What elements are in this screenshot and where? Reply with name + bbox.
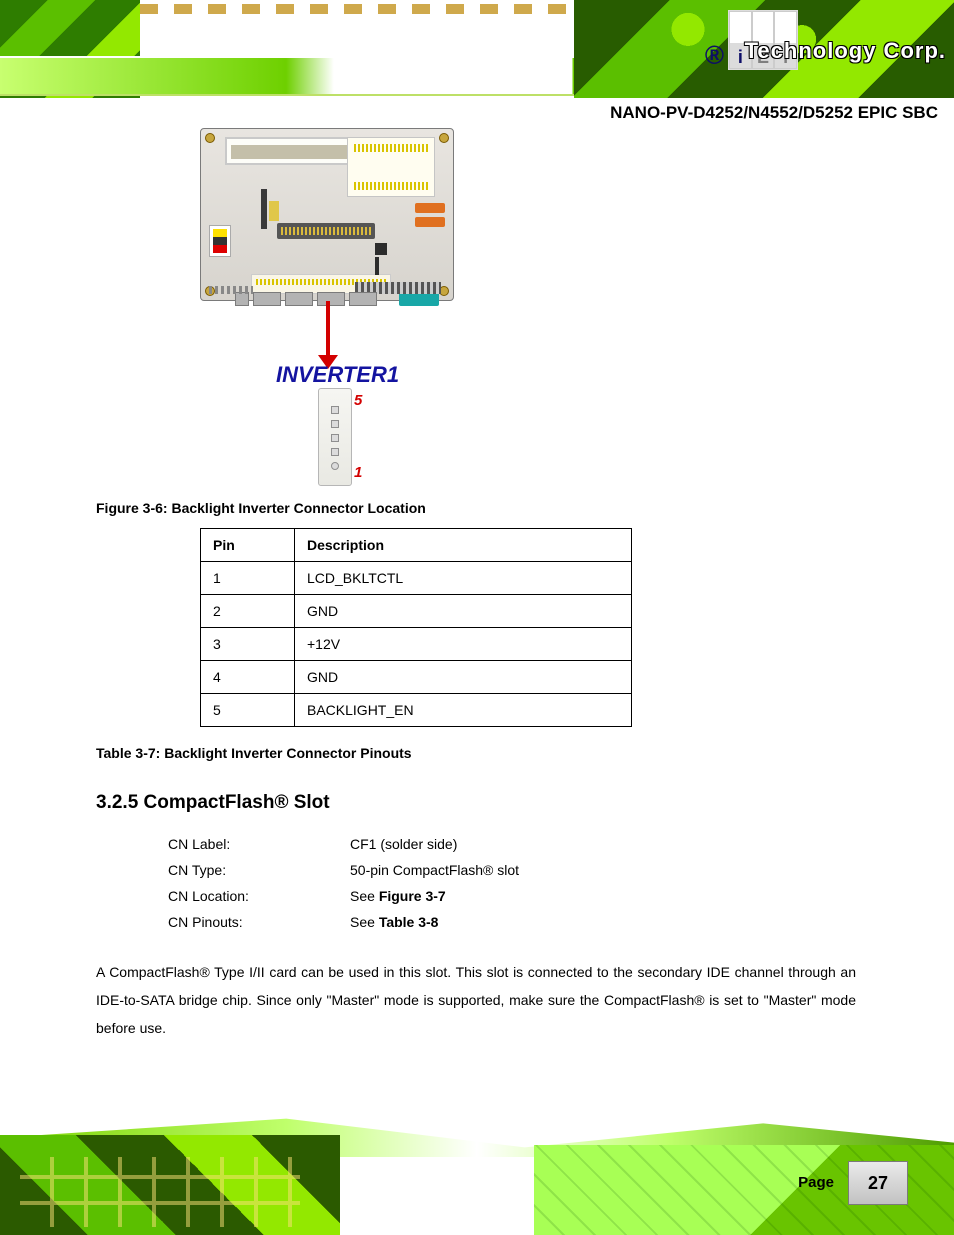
cell-desc: LCD_BKLTCTL	[295, 562, 632, 595]
table-row: 2 GND	[201, 595, 632, 628]
table-row: 4 GND	[201, 661, 632, 694]
body-paragraph: A CompactFlash® Type I/II card can be us…	[96, 958, 856, 1042]
col-header-desc: Description	[295, 529, 632, 562]
cn-pinouts-table-link[interactable]: Table 3-8	[379, 914, 439, 930]
page-label: Page	[798, 1174, 834, 1191]
pin-icon	[331, 434, 339, 442]
cn-location-figure-link[interactable]: Figure 3-7	[379, 888, 446, 904]
board-body	[200, 128, 454, 301]
cell-desc: BACKLIGHT_EN	[295, 694, 632, 727]
table-caption: Table 3-7: Backlight Inverter Connector …	[96, 745, 412, 761]
chip-icon	[261, 189, 267, 229]
pinout-table: Pin Description 1 LCD_BKLTCTL 2 GND 3 +1…	[200, 528, 632, 727]
cell-pin: 5	[201, 694, 295, 727]
pin-icon	[331, 406, 339, 414]
cell-desc: GND	[295, 595, 632, 628]
connector-pinout-icon	[318, 388, 352, 486]
cn-location-label: CN Location:	[168, 888, 249, 904]
chip-icon	[269, 201, 279, 221]
pin-icon	[331, 462, 339, 470]
cell-desc: GND	[295, 661, 632, 694]
jumper-icon	[375, 257, 379, 275]
col-header-pin: Pin	[201, 529, 295, 562]
table-row: 1 LCD_BKLTCTL	[201, 562, 632, 595]
page-number: 27	[848, 1161, 908, 1205]
sata-port-icon	[415, 217, 445, 227]
pin-number-5: 5	[354, 392, 362, 409]
rear-io-icon	[235, 292, 395, 306]
table-row: 5 BACKLIGHT_EN	[201, 694, 632, 727]
arrow-icon	[326, 301, 330, 359]
cn-location-prefix: See	[350, 888, 379, 904]
cell-pin: 1	[201, 562, 295, 595]
trademark-symbol: ®	[705, 40, 724, 71]
cf-slot-icon	[347, 137, 435, 197]
cn-pinouts-prefix: See	[350, 914, 379, 930]
mount-hole-icon	[439, 133, 449, 143]
cn-type-label: CN Type:	[168, 862, 226, 878]
cn-location-value: See Figure 3-7	[350, 888, 446, 904]
figure-caption: Figure 3-6: Backlight Inverter Connector…	[96, 500, 426, 516]
pin-icon	[331, 420, 339, 428]
bottom-banner: Page 27	[0, 1107, 954, 1235]
cn-label-value: CF1 (solder side)	[350, 836, 457, 852]
table-row: 3 +12V	[201, 628, 632, 661]
table-header-row: Pin Description	[201, 529, 632, 562]
pci-slot-icon	[225, 137, 355, 165]
cn-label-label: CN Label:	[168, 836, 230, 852]
top-banner: ® i E i Technology Corp.	[0, 0, 954, 98]
audio-header-icon	[209, 286, 253, 294]
sodimm-slot-icon	[277, 223, 375, 239]
mount-hole-icon	[205, 133, 215, 143]
jumper-icon	[375, 243, 387, 255]
connector-label: INVERTER1	[276, 362, 399, 388]
cn-type-value: 50-pin CompactFlash® slot	[350, 862, 519, 878]
board-figure: INVERTER1 5 1	[200, 128, 454, 484]
banner-trace-bottom-left	[0, 1135, 340, 1235]
product-name: NANO-PV-D4252/N4552/D5252 EPIC SBC	[610, 103, 938, 123]
cell-pin: 4	[201, 661, 295, 694]
pin-icon	[331, 448, 339, 456]
logo-text: Technology Corp.	[745, 38, 946, 64]
pin-number-1: 1	[354, 464, 362, 481]
cn-pinouts-value: See Table 3-8	[350, 914, 438, 930]
section-heading: 3.2.5 CompactFlash® Slot	[96, 792, 330, 814]
power-molex-icon	[209, 225, 231, 257]
cell-desc: +12V	[295, 628, 632, 661]
sata-port-icon	[415, 203, 445, 213]
cell-pin: 2	[201, 595, 295, 628]
cn-pinouts-label: CN Pinouts:	[168, 914, 243, 930]
cell-pin: 3	[201, 628, 295, 661]
